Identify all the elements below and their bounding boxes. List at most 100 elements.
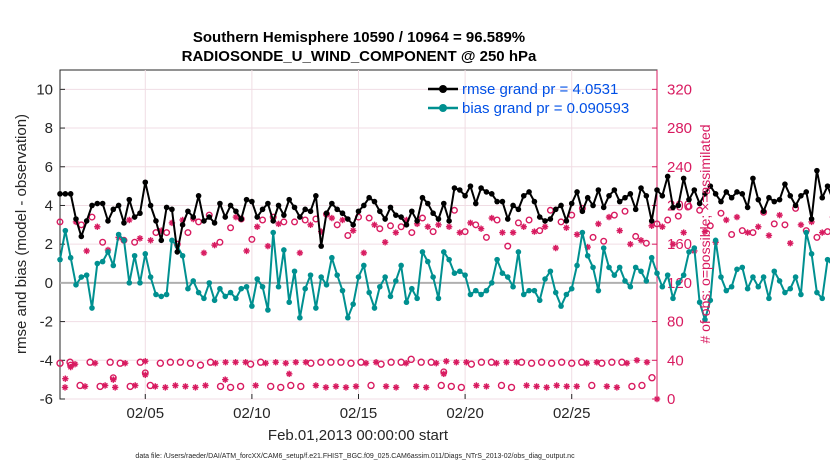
asterisk-stroke [573, 383, 580, 390]
bias-point [387, 293, 394, 300]
bias-point [627, 283, 634, 290]
asterisk-stroke [110, 376, 117, 383]
possible-count-marker [99, 238, 107, 246]
low-count-asterisk [232, 359, 239, 366]
bias-point [718, 274, 724, 280]
asterisk-stroke [393, 384, 399, 391]
low-count-circle [608, 358, 616, 366]
low-count-circle [407, 355, 415, 364]
asterisk-stroke [523, 382, 530, 389]
bias-point [430, 274, 436, 280]
asterisk-stroke [393, 229, 399, 236]
y-right-tick-label: 160 [667, 236, 692, 253]
data-file-footer: data file: /Users/raeder/DAI/ATM_forcXX/… [135, 453, 575, 460]
possible-count-marker [813, 233, 821, 241]
rmse-point [169, 206, 175, 213]
asterisk-stroke [92, 360, 98, 366]
bias-point [675, 280, 682, 286]
rmse-point [339, 210, 346, 217]
low-count-asterisk [342, 384, 350, 391]
low-count-circle [236, 382, 245, 391]
low-count-asterisk [142, 358, 149, 365]
asterisk-stroke [467, 220, 474, 226]
legend: rmse grand pr = 4.0531 bias grand pr = 0… [428, 81, 629, 117]
bias-point [520, 291, 527, 298]
asterisk-stroke [343, 384, 349, 391]
asterisk-stroke [624, 360, 630, 366]
rmse-point [302, 206, 308, 213]
possible-count-marker [824, 228, 830, 236]
low-count-asterisk [412, 383, 420, 390]
asterisk-stroke [307, 222, 314, 228]
bias-point [233, 295, 239, 302]
x-tick-label: 02/15 [340, 405, 378, 422]
low-count-asterisk [312, 382, 320, 389]
low-count-circle [216, 382, 225, 391]
rmse-point [435, 216, 442, 222]
low-count-asterisk [483, 383, 490, 390]
low-count-circle [648, 374, 656, 382]
bias-point [313, 305, 319, 311]
bias-point [638, 268, 644, 275]
assimilated-count-marker [531, 228, 538, 235]
rmse-point [568, 200, 575, 207]
low-count-circle [76, 381, 84, 390]
assimilated-count-marker [819, 229, 826, 236]
low-count-circle [166, 358, 175, 366]
rmse-point [398, 214, 404, 220]
assimilated-count-marker [435, 221, 442, 229]
assimilated-count-marker [349, 227, 357, 234]
assimilated-count-marker [264, 242, 272, 250]
possible-count-marker [184, 229, 192, 237]
low-count-circle [417, 358, 425, 366]
rmse-point [371, 198, 378, 205]
asterisk-stroke [680, 229, 687, 236]
rmse-point [520, 192, 527, 199]
bias-point [409, 285, 415, 292]
assimilated-count-marker [616, 227, 623, 234]
asterisk-stroke [604, 383, 610, 390]
assimilated-count-marker [573, 231, 581, 238]
rmse-point [126, 196, 133, 203]
bias-point [600, 245, 607, 251]
bias-point [57, 256, 63, 263]
low-count-circle [467, 360, 476, 368]
asterisk-stroke [371, 222, 378, 228]
bias-point [115, 231, 122, 238]
asterisk-stroke [543, 384, 550, 391]
low-count-asterisk [433, 359, 440, 367]
rmse-point [675, 202, 682, 209]
assimilated-count-marker [126, 216, 133, 224]
asterisk-stroke [627, 241, 634, 247]
possible-count-marker [600, 237, 608, 245]
bias-point [185, 285, 191, 292]
low-count-circle [578, 358, 586, 366]
asterisk-stroke [513, 359, 520, 365]
bias-point [595, 287, 602, 294]
asterisk-stroke [584, 360, 590, 366]
low-count-asterisk [91, 359, 99, 367]
rmse-point [307, 208, 314, 215]
possible-count-marker [408, 229, 416, 237]
possible-count-marker [376, 225, 384, 233]
asterisk-stroke [262, 360, 269, 366]
bias-point [611, 272, 618, 278]
rmse-point [62, 191, 69, 197]
low-count-circle [367, 381, 375, 390]
assimilated-count-marker [797, 221, 805, 229]
asterisk-stroke [493, 360, 500, 366]
rmse-point [600, 204, 607, 211]
rmse-point [824, 183, 830, 189]
x-tick-label: 02/20 [446, 405, 484, 422]
x-tick-label: 02/05 [127, 405, 165, 422]
rmse-point [323, 210, 330, 217]
bias-point [771, 268, 778, 275]
possible-count-marker [621, 207, 629, 215]
assimilated-count-marker [499, 229, 506, 236]
rmse-point [611, 187, 618, 193]
rmse-point [174, 249, 181, 255]
rmse-point [131, 214, 138, 220]
rmse-point [734, 189, 740, 195]
assimilated-count-marker [467, 219, 474, 227]
bias-point [62, 227, 69, 234]
